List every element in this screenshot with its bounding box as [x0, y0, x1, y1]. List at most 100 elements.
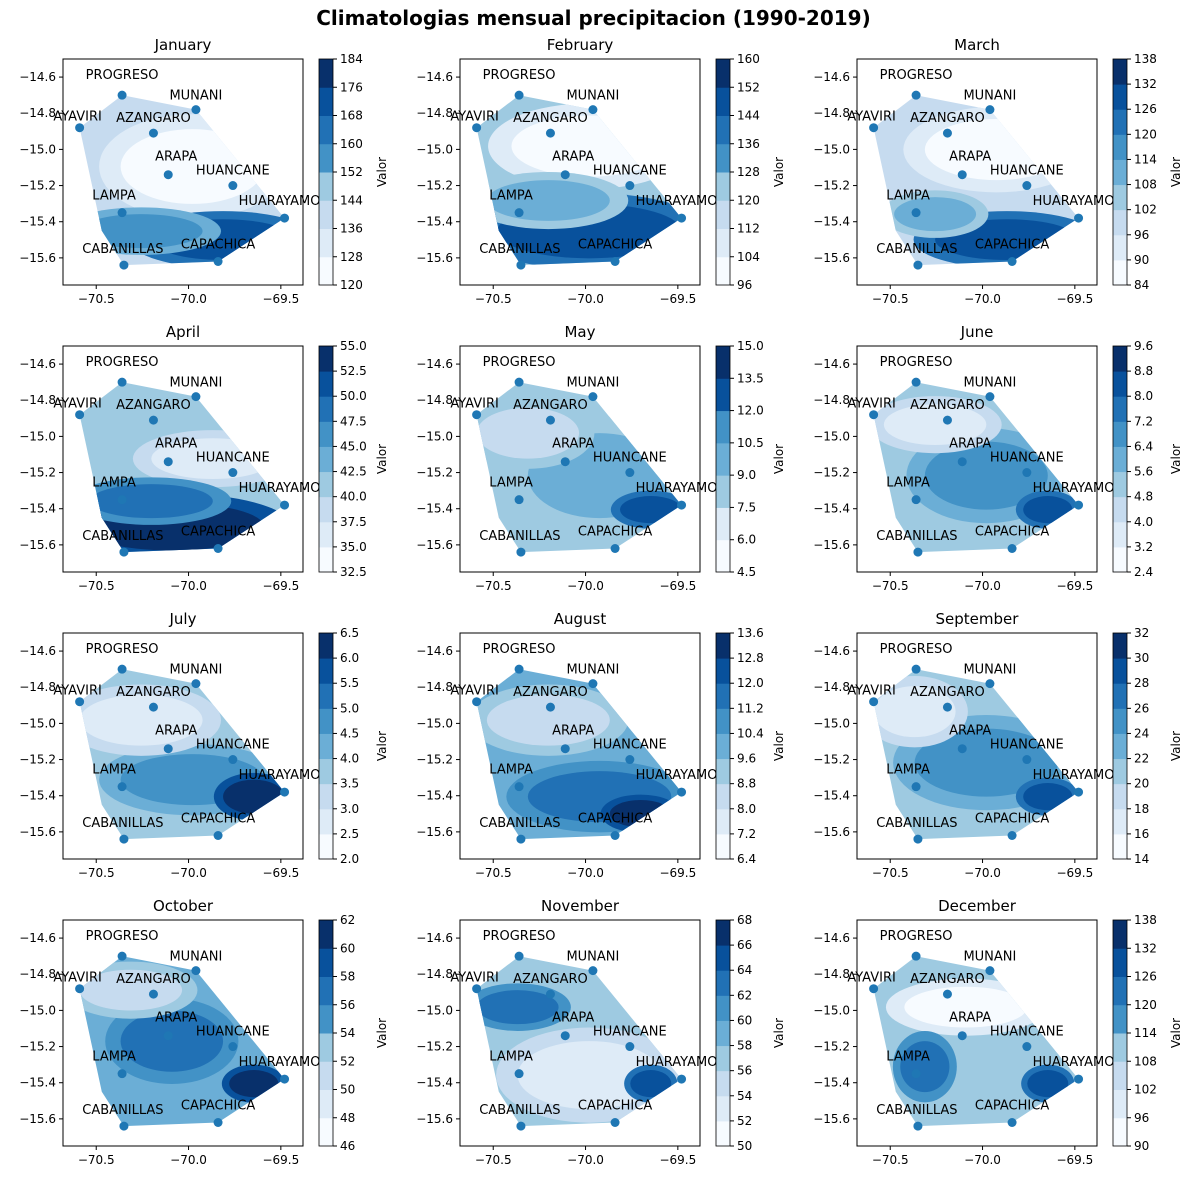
- station-label: AZANGARO: [513, 398, 588, 413]
- colorbar-segment: [716, 143, 730, 173]
- station-point: [119, 1121, 129, 1131]
- colorbar-segment: [716, 808, 730, 835]
- station-point: [148, 702, 158, 712]
- station-label: CABANILLAS: [479, 816, 560, 831]
- station-label: AZANGARO: [116, 972, 191, 987]
- station-point: [911, 208, 921, 218]
- x-tick-label: −70.5: [475, 579, 512, 593]
- x-tick-label: −70.5: [872, 866, 909, 880]
- contour-band: [924, 441, 1048, 510]
- colorbar: 32.5 35.0 37.5 40.0 42.5 45.0 47.5 50.0 52.5 55.0…: [318, 339, 389, 579]
- subplot-title: December: [938, 897, 1017, 915]
- station-point: [1074, 787, 1084, 797]
- station-label: PROGRESO: [483, 929, 556, 944]
- station-point: [514, 495, 524, 505]
- station-label: MUNANI: [169, 663, 222, 678]
- y-tick-label: −15.0: [416, 1003, 453, 1017]
- contour-band: [476, 990, 559, 1025]
- colorbar-tick-label: 112: [737, 222, 760, 236]
- station-label: MUNANI: [566, 89, 619, 104]
- colorbar-segment: [716, 378, 730, 412]
- y-tick-label: −14.8: [19, 967, 56, 981]
- colorbar-tick-label: 152: [340, 165, 363, 179]
- subplot-title: January: [154, 36, 212, 54]
- y-tick-label: −15.2: [416, 466, 453, 480]
- x-tick-label: −70.0: [964, 866, 1001, 880]
- y-tick-label: −14.6: [416, 931, 453, 945]
- colorbar-segment: [716, 228, 730, 258]
- colorbar-segment: [319, 346, 333, 372]
- station-point: [957, 170, 967, 180]
- x-tick-label: −70.0: [964, 1153, 1001, 1167]
- y-tick-label: −15.0: [19, 142, 56, 156]
- station-point: [985, 392, 995, 402]
- station-point: [228, 1042, 238, 1052]
- colorbar-segment: [1113, 371, 1127, 397]
- station-point: [985, 679, 995, 689]
- colorbar-tick-label: 2.5: [340, 827, 359, 841]
- colorbar-segment: [319, 87, 333, 116]
- colorbar-tick-label: 96: [737, 278, 752, 292]
- station-point: [1007, 830, 1017, 840]
- station-point: [514, 782, 524, 792]
- y-tick-label: −14.6: [416, 644, 453, 658]
- axes-frame: [856, 345, 1098, 573]
- figure-title: Climatologias mensual precipitacion (199…: [316, 6, 871, 30]
- y-tick-label: −15.0: [813, 142, 850, 156]
- station-label: CAPACHICA: [975, 237, 1049, 252]
- y-tick-label: −15.2: [813, 753, 850, 767]
- station-point: [1022, 181, 1032, 191]
- colorbar-tick-label: 12.0: [737, 404, 764, 418]
- colorbar-tick-label: 12.0: [737, 676, 764, 690]
- colorbar-segment: [1113, 496, 1127, 523]
- axes-frame: [62, 632, 304, 860]
- station-point: [957, 457, 967, 467]
- station-label: LAMPA: [489, 763, 533, 778]
- colorbar-segment: [716, 633, 730, 659]
- station-label: AYAVIRI: [53, 397, 101, 412]
- station-point: [191, 105, 201, 115]
- colorbar-tick-label: 114: [1134, 1026, 1157, 1040]
- colorbar-tick-label: 120: [1134, 998, 1157, 1012]
- x-tick-label: −69.5: [1056, 292, 1093, 306]
- station-point: [514, 377, 524, 387]
- station-point: [280, 787, 290, 797]
- station-point: [610, 830, 620, 840]
- station-point: [1022, 1042, 1032, 1052]
- station-label: MUNANI: [963, 663, 1016, 678]
- station-point: [911, 951, 921, 961]
- colorbar-segment: [1113, 758, 1127, 785]
- contour-band: [79, 969, 183, 1011]
- colorbar-segment: [716, 87, 730, 116]
- station-point: [957, 744, 967, 754]
- y-tick-label: −15.2: [813, 179, 850, 193]
- colorbar-label: Valor: [772, 444, 786, 474]
- colorbar-segment: [1113, 633, 1127, 659]
- colorbar-segment: [1113, 421, 1127, 447]
- colorbar: 6.4 7.2 8.0 8.8 9.6 10.4 11.2 12.0 12.8 13.6 Valor: [715, 626, 786, 866]
- station-point: [280, 1074, 290, 1084]
- colorbar-tick-label: 7.2: [737, 827, 756, 841]
- station-point: [625, 1042, 635, 1052]
- colorbar-segment: [716, 507, 730, 541]
- colorbar-frame: [318, 345, 334, 573]
- station-label: AZANGARO: [910, 111, 985, 126]
- y-tick-label: −15.4: [813, 502, 850, 516]
- station-label: LAMPA: [92, 189, 136, 204]
- y-tick-label: −15.4: [416, 1076, 453, 1090]
- colorbar-tick-label: 32.5: [340, 565, 367, 579]
- station-label: LAMPA: [886, 189, 930, 204]
- colorbar-segment: [716, 683, 730, 709]
- y-tick-label: −14.8: [416, 967, 453, 981]
- colorbar-label: Valor: [1169, 444, 1183, 474]
- subplot-june: June −70.5 −70.0 −69.5 −14.6 −14.8 −15.0 −15.2 −…: [813, 323, 1183, 593]
- axes-frame: [459, 345, 701, 573]
- y-tick-label: −15.6: [813, 825, 850, 839]
- station-point: [191, 679, 201, 689]
- colorbar-segment: [1113, 683, 1127, 709]
- station-label: AYAVIRI: [847, 971, 895, 986]
- station-point: [610, 543, 620, 553]
- colorbar-tick-label: 13.5: [737, 371, 764, 385]
- colorbar-segment: [319, 808, 333, 835]
- station-label: MUNANI: [566, 950, 619, 965]
